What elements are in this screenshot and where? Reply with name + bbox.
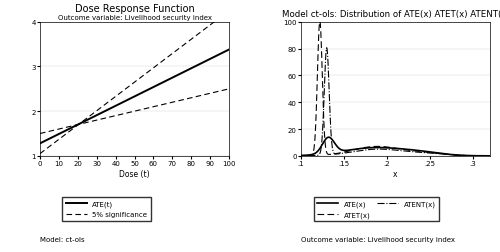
Text: Model: ct-ols: Model: ct-ols [40,236,84,242]
Legend: ATE(x), ATET(x), ATENT(x): ATE(x), ATET(x), ATENT(x) [314,197,440,222]
Text: Outcome variable: Livelihood security index: Outcome variable: Livelihood security in… [301,236,455,242]
Legend: ATE(t), 5% significance: ATE(t), 5% significance [62,197,150,221]
Title: Dose Response Function: Dose Response Function [74,4,194,14]
X-axis label: Dose (t): Dose (t) [119,169,150,178]
Title: Model ct-ols: Distribution of ATE(x) ATET(x) ATENT(x): Model ct-ols: Distribution of ATE(x) ATE… [282,10,500,19]
X-axis label: x: x [393,169,398,178]
Text: Outcome variable: Livelihood security index: Outcome variable: Livelihood security in… [58,15,212,21]
